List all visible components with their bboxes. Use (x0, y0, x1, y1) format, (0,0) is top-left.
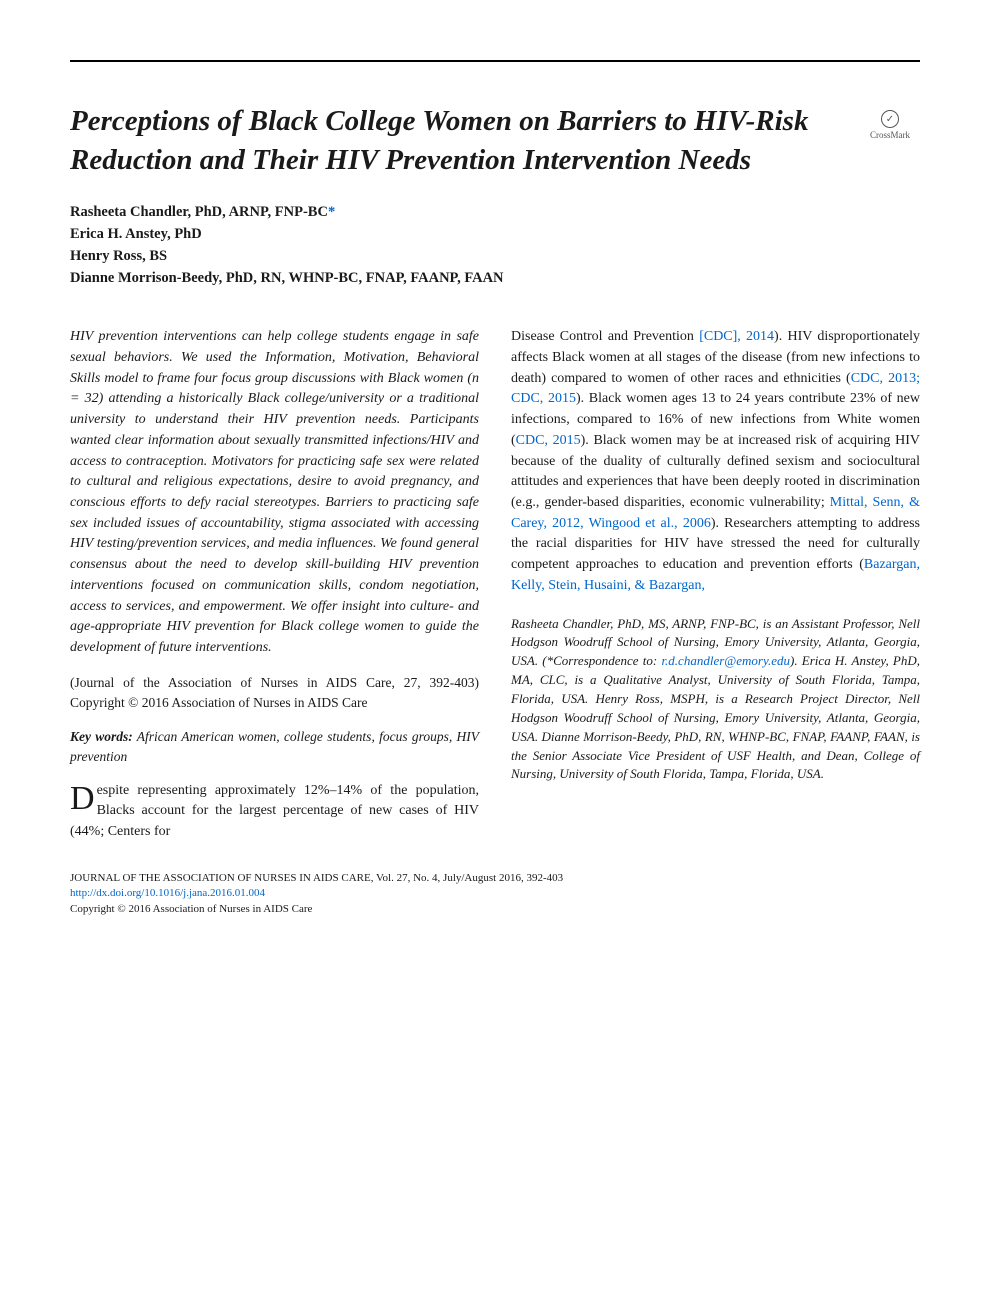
citation-block: (Journal of the Association of Nurses in… (70, 673, 479, 713)
article-title: Perceptions of Black College Women on Ba… (70, 102, 840, 180)
crossmark-label: CrossMark (870, 130, 910, 140)
footer-copyright: Copyright © 2016 Association of Nurses i… (70, 902, 920, 917)
author-4: Dianne Morrison-Beedy, PhD, RN, WHNP-BC,… (70, 270, 504, 286)
keywords-block: Key words: African American women, colle… (70, 727, 479, 767)
author-2: Erica H. Anstey, PhD (70, 226, 202, 242)
top-horizontal-rule (70, 60, 920, 62)
author-1: Rasheeta Chandler, PhD, ARNP, FNP-BC (70, 204, 328, 220)
footer-journal-line: JOURNAL OF THE ASSOCIATION OF NURSES IN … (70, 871, 920, 886)
corresponding-mark[interactable]: * (328, 204, 335, 220)
keywords-label: Key words: (70, 729, 133, 744)
author-3: Henry Ross, BS (70, 248, 167, 264)
footer-doi-link[interactable]: http://dx.doi.org/10.1016/j.jana.2016.01… (70, 887, 265, 899)
two-column-body: HIV prevention interventions can help co… (70, 327, 920, 843)
author-bio-block: Rasheeta Chandler, PhD, MS, ARNP, FNP-BC… (511, 615, 920, 785)
crossmark-icon: ✓ (881, 110, 899, 128)
body-paragraph-continued: Disease Control and Prevention [CDC], 20… (511, 327, 920, 596)
body-text: Disease Control and Prevention (511, 329, 699, 344)
abstract-text: HIV prevention interventions can help co… (70, 327, 479, 659)
correspondence-email[interactable]: r.d.chandler@emory.edu (661, 653, 790, 668)
intro-paragraph: Despite representing approximately 12%–1… (70, 781, 479, 843)
page-footer: JOURNAL OF THE ASSOCIATION OF NURSES IN … (70, 871, 920, 917)
citation-ref-1[interactable]: [CDC], 2014 (699, 329, 774, 344)
citation-ref-3[interactable]: CDC, 2015 (516, 433, 581, 448)
right-column: Disease Control and Prevention [CDC], 20… (511, 327, 920, 843)
author-list: Rasheeta Chandler, PhD, ARNP, FNP-BC* Er… (70, 202, 920, 289)
left-column: HIV prevention interventions can help co… (70, 327, 479, 843)
crossmark-badge[interactable]: ✓ CrossMark (860, 110, 920, 140)
author-bio-text: ). Erica H. Anstey, PhD, MA, CLC, is a Q… (511, 653, 920, 781)
title-row: Perceptions of Black College Women on Ba… (70, 102, 920, 202)
